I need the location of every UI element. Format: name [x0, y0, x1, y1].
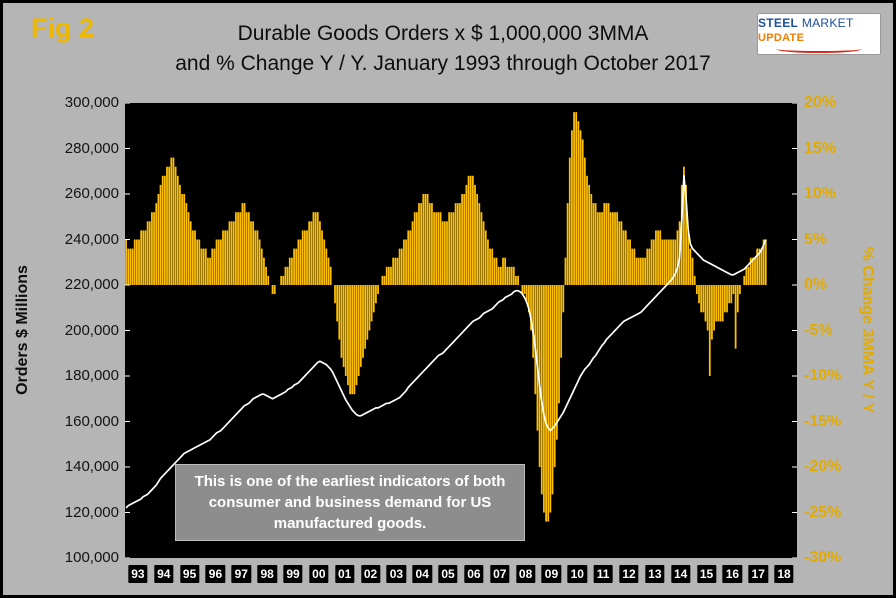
year-label-08: 08 [515, 565, 536, 583]
right-axis-tick-label: -25% [804, 503, 842, 521]
year-label-05: 05 [438, 565, 458, 583]
left-axis-tick-label: 100,000 [64, 549, 119, 566]
annotation-line1: This is one of the earliest indicators o… [194, 473, 506, 490]
year-label-02: 02 [360, 565, 381, 583]
left-axis-tick-label: 260,000 [64, 185, 119, 202]
left-axis-tick-label: 220,000 [64, 276, 119, 293]
year-label-12: 12 [619, 565, 639, 583]
chart-title-line2: and % Change Y / Y. January 1993 through… [175, 52, 711, 76]
right-axis-tick-label: 20% [804, 94, 837, 111]
steel-market-update-logo: STEEL MARKET UPDATE [757, 13, 881, 55]
left-axis-tick-label: 300,000 [64, 94, 119, 111]
year-label-18: 18 [774, 565, 794, 583]
chart-title-line1: Durable Goods Orders x $ 1,000,000 3MMA [237, 22, 649, 45]
annotation-line3: manufactured goods. [273, 515, 427, 532]
year-label-03: 03 [386, 565, 407, 583]
right-axis-tick-label: -15% [804, 412, 842, 430]
left-axis-tick-label: 160,000 [64, 412, 119, 430]
right-axis-tick-label: -30% [804, 549, 842, 566]
right-axis-tick-label: -5% [804, 321, 833, 339]
year-label-17: 17 [748, 565, 768, 583]
logo-swoosh [776, 45, 862, 53]
logo-word-market: MARKET [801, 15, 854, 30]
year-label-09: 09 [541, 565, 562, 583]
left-axis-tick-label: 280,000 [64, 139, 119, 157]
year-label-13: 13 [645, 565, 665, 583]
left-axis-tick-label: 180,000 [64, 367, 119, 384]
logo-word-steel: STEEL [758, 15, 799, 30]
year-label-98: 98 [257, 565, 277, 583]
left-axis-tick-label: 120,000 [64, 503, 119, 521]
left-axis-title: Orders $ Millions [14, 265, 31, 395]
annotation-box: This is one of the earliest indicators o… [175, 464, 525, 541]
year-label-00: 00 [309, 565, 329, 583]
logo-text-row: STEEL MARKET UPDATE [758, 16, 880, 44]
right-axis-tick-label: 0% [804, 276, 828, 293]
year-label-97: 97 [231, 565, 251, 583]
left-axis-tick-label: 200,000 [64, 321, 119, 339]
annotation-line2: consumer and business demand for US [208, 494, 492, 511]
year-label-10: 10 [567, 565, 587, 583]
right-axis-tick-label: 10% [804, 185, 837, 202]
right-axis-tick-label: -10% [804, 367, 842, 384]
right-axis-tick-label: -20% [804, 458, 842, 475]
year-label-04: 04 [412, 565, 432, 583]
year-label-07: 07 [490, 565, 510, 583]
pct-change-bars [125, 112, 767, 522]
right-axis-tick-label: 15% [804, 139, 837, 157]
left-axis-tick-label: 240,000 [64, 230, 119, 248]
year-label-94: 94 [154, 565, 174, 583]
right-axis-tick-label: 5% [804, 230, 828, 248]
year-label-06: 06 [464, 565, 484, 583]
year-label-16: 16 [722, 565, 743, 583]
figure-label: Fig 2 [31, 13, 95, 43]
year-label-99: 99 [283, 565, 303, 583]
axis-tick-marks [125, 102, 797, 559]
orders-line [125, 174, 767, 509]
logo-word-update: UPDATE [758, 31, 805, 44]
year-label-95: 95 [179, 565, 200, 583]
left-axis-tick-label: 140,000 [64, 458, 119, 475]
chart-title: Durable Goods Orders x $ 1,000,000 3MMA … [143, 19, 743, 80]
year-label-93: 93 [128, 565, 148, 583]
year-label-15: 15 [696, 565, 717, 583]
year-label-11: 11 [593, 565, 613, 583]
year-label-96: 96 [205, 565, 226, 583]
chart-canvas [125, 102, 797, 559]
year-label-01: 01 [335, 565, 355, 583]
year-label-14: 14 [671, 565, 691, 583]
